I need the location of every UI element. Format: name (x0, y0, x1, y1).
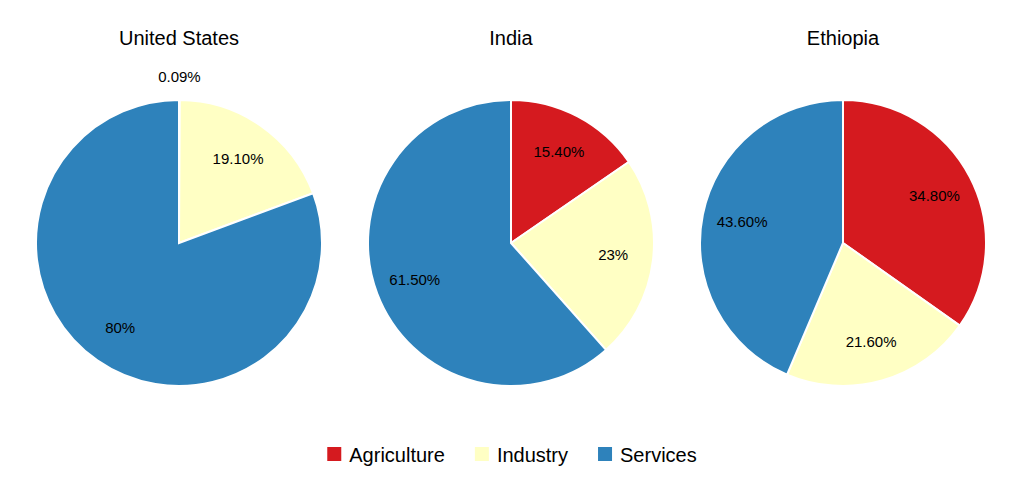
legend-swatch (598, 447, 612, 461)
legend-swatch (475, 447, 489, 461)
data-label: 80% (105, 319, 135, 336)
data-label: 21.60% (846, 333, 897, 350)
pie-chart: United States 0.09% 19.10% 80% (36, 27, 322, 386)
legend-entry: Services (620, 444, 697, 466)
data-label: 34.80% (909, 187, 960, 204)
pie-slice (368, 100, 606, 386)
data-label: 23% (598, 246, 628, 263)
chart-canvas: United States 0.09% 19.10% 80% India 15.40% 23… (0, 0, 1024, 478)
chart-title: Ethiopia (807, 27, 880, 49)
legend-entry: Agriculture (349, 444, 445, 466)
legend-entry: Industry (497, 444, 568, 466)
data-label: 19.10% (213, 150, 264, 167)
data-label: 43.60% (717, 213, 768, 230)
legend: Agriculture Industry Services (327, 444, 696, 466)
legend-swatch (327, 447, 341, 461)
pie-chart: India 15.40% 23% 61.50% (368, 27, 654, 386)
data-label: 15.40% (533, 143, 584, 160)
data-label: 61.50% (389, 271, 440, 288)
chart-title: United States (119, 27, 239, 49)
pie-chart: Ethiopia 34.80% 21.60% 43.60% (700, 27, 986, 386)
chart-title: India (489, 27, 533, 49)
pie-slice (36, 100, 322, 386)
data-label: 0.09% (158, 68, 201, 85)
pie-slice (700, 100, 843, 375)
